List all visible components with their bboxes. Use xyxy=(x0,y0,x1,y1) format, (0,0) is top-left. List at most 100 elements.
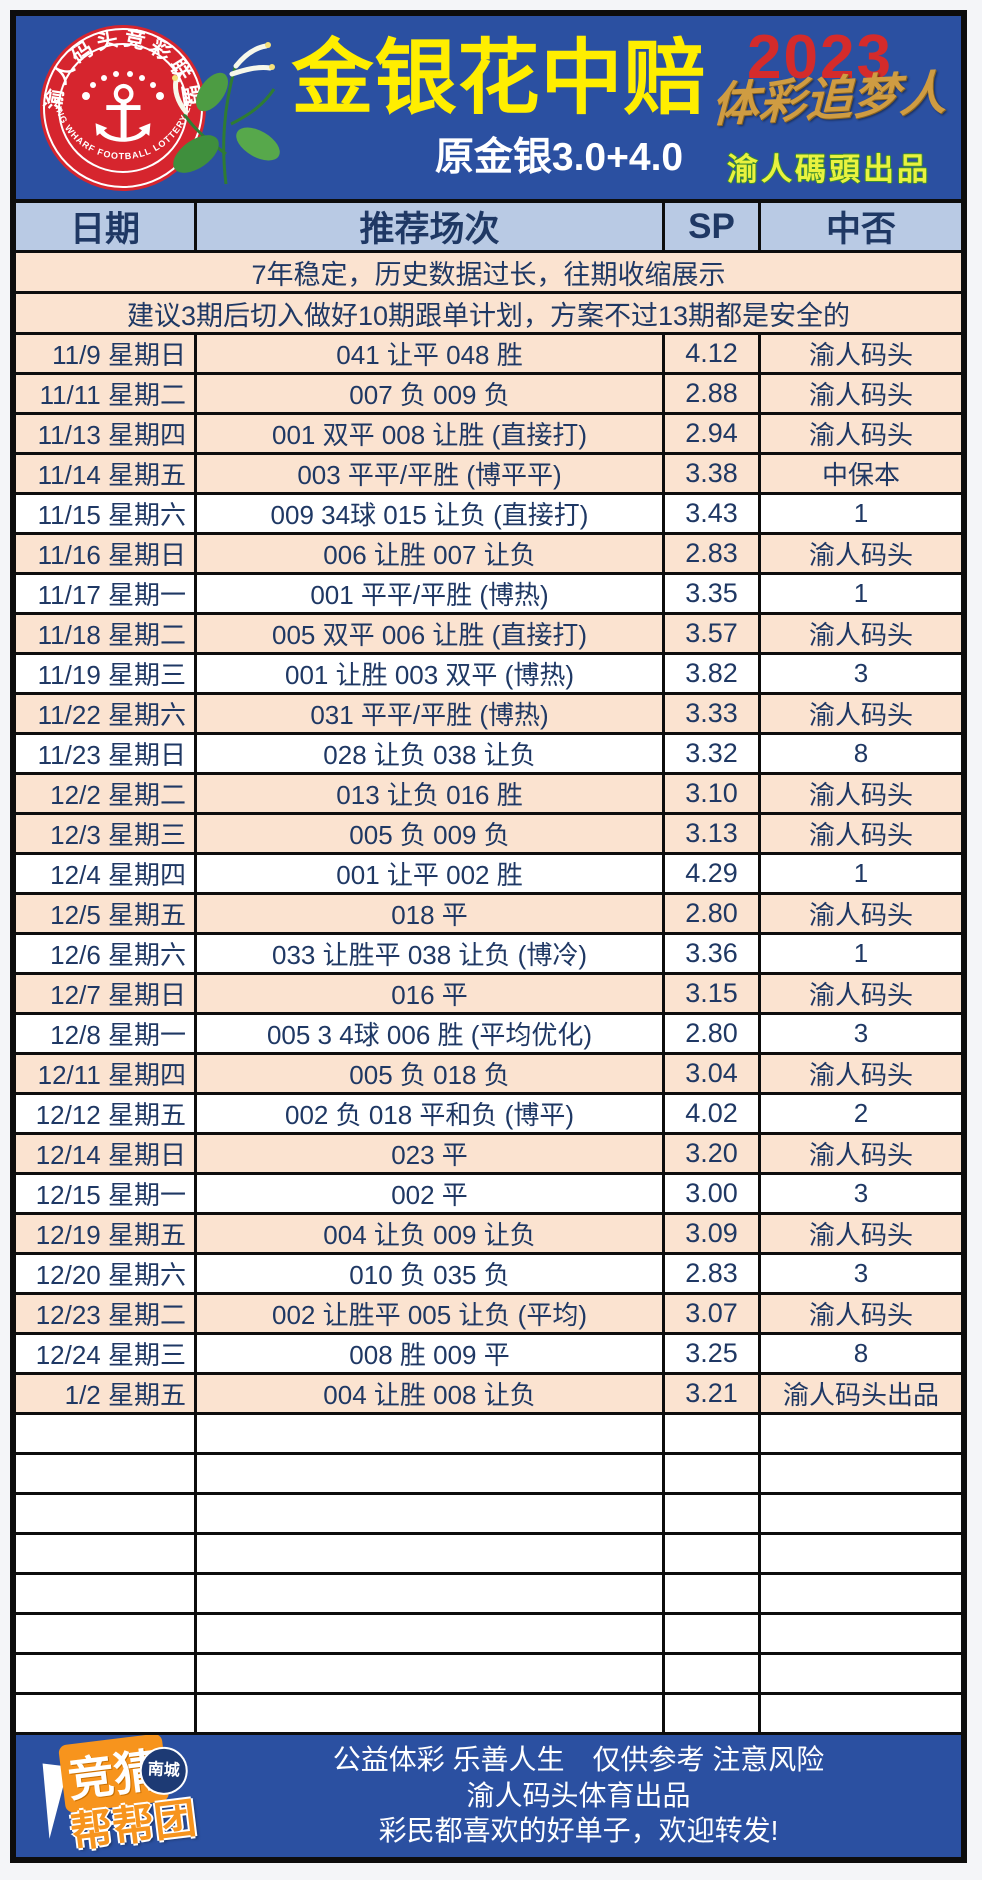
cell-recommendation xyxy=(197,1615,665,1652)
cell-result: 中保本 xyxy=(821,460,900,490)
footer-producer: 渝人码头体育出品 xyxy=(466,1779,691,1811)
note-row-advice: 建议3期后切入做好10期跟单计划，方案不过13期都是安全的 xyxy=(16,294,961,335)
cell-sp: 3.00 xyxy=(665,1175,761,1212)
cell-date: 11/9 星期日 xyxy=(16,335,197,372)
year-badge: 2023 xyxy=(747,23,893,92)
cell-sp: 3.25 xyxy=(665,1335,761,1372)
cell-result: 渝人码头 xyxy=(808,700,913,730)
column-header-result: 中否 xyxy=(825,210,896,249)
cell-recommendation: 023 平 xyxy=(197,1135,665,1172)
cell-sp: 3.82 xyxy=(665,655,761,692)
cell-date: 12/7 星期日 xyxy=(16,975,197,1012)
table-row: 11/18 星期二 005 双平 006 让胜 (直接打) 3.57 渝人码头 xyxy=(16,615,961,655)
cell-result: 3 xyxy=(853,1258,869,1288)
cell-date: 12/2 星期二 xyxy=(16,775,197,812)
page-subtitle: 原金银3.0+4.0 xyxy=(434,136,684,180)
cell-date: 11/19 星期三 xyxy=(16,655,197,692)
cell-recommendation xyxy=(197,1535,665,1572)
table-row: 12/15 星期一 002 平 3.00 3 xyxy=(16,1175,961,1215)
cell-recommendation: 002 负 018 平和负 (博平) xyxy=(197,1095,665,1132)
cell-recommendation: 018 平 xyxy=(197,895,665,932)
column-header-sp: SP xyxy=(665,203,761,250)
cell-result: 渝人码头 xyxy=(808,1140,913,1170)
cell-result: 渝人码头 xyxy=(808,1220,913,1250)
cell-recommendation xyxy=(197,1695,665,1732)
cell-result: 3 xyxy=(853,1178,869,1208)
cell-date: 12/24 星期三 xyxy=(16,1335,197,1372)
empty-table-row xyxy=(16,1455,961,1495)
cell-result: 1 xyxy=(853,858,869,888)
cell-result: 1 xyxy=(853,498,869,528)
cell-result: 渝人码头 xyxy=(808,620,913,650)
cell-result: 8 xyxy=(853,738,869,768)
cell-recommendation xyxy=(197,1655,665,1692)
cell-date: 12/6 星期六 xyxy=(16,935,197,972)
cell-result: 渝人码头 xyxy=(808,340,913,370)
campaign-art: 2023 体彩追梦人 渝人碼頭出品 xyxy=(703,16,955,199)
cell-date xyxy=(16,1655,197,1692)
cell-sp xyxy=(665,1535,761,1572)
table-row: 12/24 星期三 008 胜 009 平 3.25 8 xyxy=(16,1335,961,1375)
cell-recommendation: 001 双平 008 让胜 (直接打) xyxy=(197,415,665,452)
cell-date: 12/23 星期二 xyxy=(16,1295,197,1332)
cell-sp: 3.32 xyxy=(665,735,761,772)
cell-date: 1/2 星期五 xyxy=(16,1375,197,1412)
table-row: 11/9 星期日 041 让平 048 胜 4.12 渝人码头 xyxy=(16,335,961,375)
table-row: 12/5 星期五 018 平 2.80 渝人码头 xyxy=(16,895,961,935)
table-row: 12/19 星期五 004 让负 009 让负 3.09 渝人码头 xyxy=(16,1215,961,1255)
cell-result: 渝人码头 xyxy=(808,780,913,810)
cell-recommendation: 033 让胜平 038 让负 (博冷) xyxy=(197,935,665,972)
cell-recommendation: 013 让负 016 胜 xyxy=(197,775,665,812)
cell-recommendation: 031 平平/平胜 (博热) xyxy=(197,695,665,732)
cell-sp xyxy=(665,1615,761,1652)
cell-sp: 2.88 xyxy=(665,375,761,412)
cell-sp: 3.04 xyxy=(665,1055,761,1092)
cell-recommendation: 001 让平 002 胜 xyxy=(197,855,665,892)
cell-sp xyxy=(665,1695,761,1732)
cell-result: 渝人码头 xyxy=(808,540,913,570)
column-header-recommendation: 推荐场次 xyxy=(197,203,665,250)
cell-sp: 2.83 xyxy=(665,1255,761,1292)
cell-date: 12/11 星期四 xyxy=(16,1055,197,1092)
cell-date xyxy=(16,1455,197,1492)
table-row: 12/11 星期四 005 负 018 负 3.04 渝人码头 xyxy=(16,1055,961,1095)
cell-recommendation: 002 让胜平 005 让负 (平均) xyxy=(197,1295,665,1332)
empty-table-row xyxy=(16,1575,961,1615)
table-row: 11/17 星期一 001 平平/平胜 (博热) 3.35 1 xyxy=(16,575,961,615)
cell-date xyxy=(16,1615,197,1652)
cell-date: 12/8 星期一 xyxy=(16,1015,197,1052)
cell-date: 11/11 星期二 xyxy=(16,375,197,412)
cell-result: 渝人码头 xyxy=(808,1300,913,1330)
cell-recommendation: 005 3 4球 006 胜 (平均优化) xyxy=(197,1015,665,1052)
cell-date: 12/19 星期五 xyxy=(16,1215,197,1252)
cell-sp: 2.94 xyxy=(665,415,761,452)
table-row: 12/20 星期六 010 负 035 负 2.83 3 xyxy=(16,1255,961,1295)
empty-table-row xyxy=(16,1535,961,1575)
cell-result: 8 xyxy=(853,1338,869,1368)
cell-recommendation: 002 平 xyxy=(197,1175,665,1212)
empty-table-row xyxy=(16,1655,961,1695)
table-row: 12/12 星期五 002 负 018 平和负 (博平) 4.02 2 xyxy=(16,1095,961,1135)
footer-banner: 竞猜 帮帮团 南城 公益体彩 乐善人生 仅供参考 注意风险 渝人码头体育出品 彩… xyxy=(16,1735,961,1857)
table-row: 12/7 星期日 016 平 3.15 渝人码头 xyxy=(16,975,961,1015)
cell-sp: 3.09 xyxy=(665,1215,761,1252)
cell-sp: 3.57 xyxy=(665,615,761,652)
cell-date: 12/5 星期五 xyxy=(16,895,197,932)
empty-table-row xyxy=(16,1695,961,1735)
cell-result: 渝人码头出品 xyxy=(782,1380,939,1410)
cell-result xyxy=(761,1495,961,1532)
cell-sp: 3.33 xyxy=(665,695,761,732)
cell-recommendation: 003 平平/平胜 (博平平) xyxy=(197,455,665,492)
cell-recommendation: 001 平平/平胜 (博热) xyxy=(197,575,665,612)
cell-recommendation: 041 让平 048 胜 xyxy=(197,335,665,372)
table-row: 11/13 星期四 001 双平 008 让胜 (直接打) 2.94 渝人码头 xyxy=(16,415,961,455)
cell-recommendation: 009 34球 015 让负 (直接打) xyxy=(197,495,665,532)
campaign-slogan: 体彩追梦人 xyxy=(711,65,947,132)
cell-recommendation xyxy=(197,1495,665,1532)
cell-sp: 3.21 xyxy=(665,1375,761,1412)
cell-result xyxy=(761,1415,961,1452)
footer-disclaimer: 公益体彩 乐善人生 仅供参考 注意风险 xyxy=(332,1744,825,1776)
cell-recommendation: 016 平 xyxy=(197,975,665,1012)
cell-recommendation: 008 胜 009 平 xyxy=(197,1335,665,1372)
cell-date: 11/18 星期二 xyxy=(16,615,197,652)
